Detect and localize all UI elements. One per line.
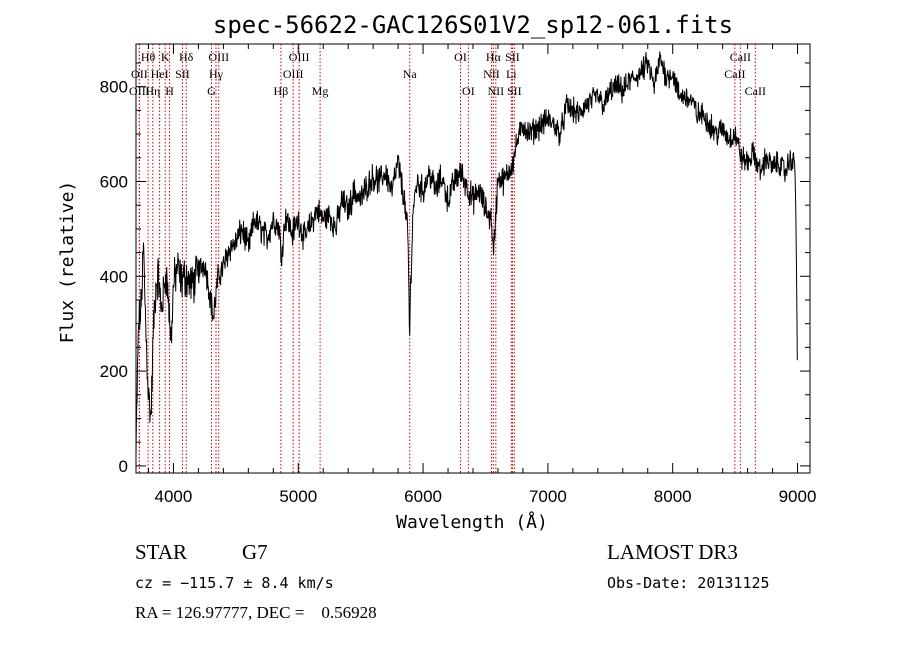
spectral-line-label: Hγ xyxy=(209,67,224,81)
survey-name: LAMOST DR3 xyxy=(607,540,738,564)
observation-date: Obs-Date: 20131125 xyxy=(607,574,770,592)
spectral-line-label: CaII xyxy=(730,50,751,64)
plot-frame xyxy=(135,43,811,474)
x-tick-label: 6000 xyxy=(404,487,442,506)
spectral-line-label: Li xyxy=(506,67,517,81)
x-axis-label: Wavelength (Å) xyxy=(396,511,548,533)
y-axis-label: Flux (relative) xyxy=(57,181,78,344)
spectral-lines-layer xyxy=(138,44,756,473)
spectral-line-label: OIII xyxy=(129,84,150,98)
y-tick-label: 0 xyxy=(119,457,128,476)
spectral-line-label: OI xyxy=(454,50,467,64)
spectral-line-label: OIII xyxy=(289,50,310,64)
spectral-line-label: OIII xyxy=(283,67,304,81)
spectral-line-label: SII xyxy=(175,67,190,81)
spectral-line-label: Hθ xyxy=(141,50,156,64)
spectral-line-label: NII xyxy=(483,67,500,81)
spectrum-layer xyxy=(135,51,798,456)
spectral-line-label: OII xyxy=(131,67,148,81)
x-tick-label: 7000 xyxy=(529,487,567,506)
axis-ticks: 4000 5000 6000 7000 8000 9000 0 200 400 600 800 xyxy=(100,44,817,506)
x-tick-label: 5000 xyxy=(279,487,317,506)
spectral-line-label: HeI xyxy=(151,67,169,81)
chart-title: spec-56622-GAC126S01V2_sp12-061.fits xyxy=(213,11,733,39)
spectral-line-label: Mg xyxy=(312,84,329,98)
spectral-line-label: Hβ xyxy=(274,84,289,98)
object-class: STAR xyxy=(135,540,187,564)
spectral-line-label: Hδ xyxy=(179,50,194,64)
redshift-velocity: cz = −115.7 ± 8.4 km/s xyxy=(135,574,334,592)
y-tick-label: 800 xyxy=(100,78,128,97)
spectral-line-label: OIII xyxy=(208,50,229,64)
spectral-line-label: H xyxy=(165,84,174,98)
spectral-line-label: K xyxy=(161,50,170,64)
y-tick-label: 400 xyxy=(100,267,128,286)
spectrum-trace xyxy=(135,51,798,456)
y-tick-label: 600 xyxy=(100,172,128,191)
spectral-line-label: OI xyxy=(462,84,475,98)
spectral-line-label: SII xyxy=(505,50,520,64)
spectral-line-label: Hα xyxy=(486,50,502,64)
x-tick-label: 9000 xyxy=(779,487,817,506)
spectral-line-label: Hη xyxy=(145,84,160,98)
y-tick-label: 200 xyxy=(100,362,128,381)
spectral-line-label: Na xyxy=(403,67,418,81)
object-subclass: G7 xyxy=(242,540,268,564)
spectral-line-label: SII xyxy=(507,84,522,98)
spectral-line-label: CaII xyxy=(724,67,745,81)
spectral-line-label: CaII xyxy=(745,84,766,98)
x-tick-label: 8000 xyxy=(654,487,692,506)
spectral-line-label: G xyxy=(207,84,216,98)
spectral-line-label: NII xyxy=(488,84,505,98)
x-tick-label: 4000 xyxy=(155,487,193,506)
coordinates: RA = 126.97777, DEC = 0.56928 xyxy=(135,603,377,622)
